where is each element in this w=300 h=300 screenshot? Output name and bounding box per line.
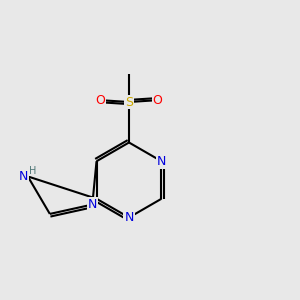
Text: N: N: [124, 211, 134, 224]
Text: O: O: [152, 94, 162, 107]
Text: O: O: [96, 94, 106, 107]
Text: H: H: [29, 166, 37, 176]
Text: N: N: [18, 170, 28, 183]
Text: N: N: [88, 198, 97, 211]
Text: S: S: [125, 95, 133, 109]
Text: N: N: [157, 155, 166, 168]
